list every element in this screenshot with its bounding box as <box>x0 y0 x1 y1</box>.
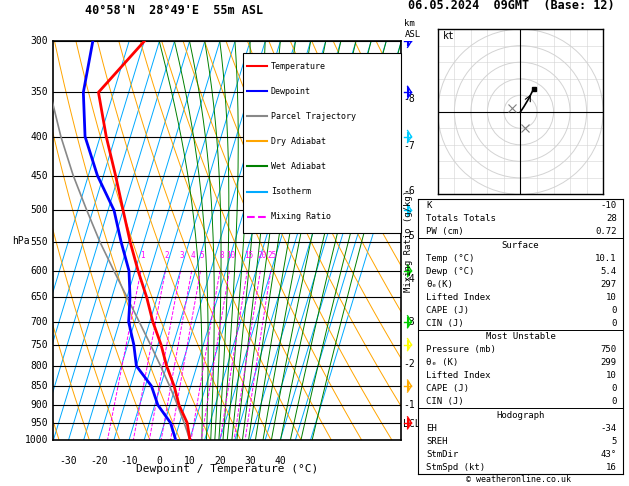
Text: 4: 4 <box>191 251 196 260</box>
Text: 16: 16 <box>606 463 616 472</box>
Text: 0.72: 0.72 <box>595 227 616 237</box>
Text: -20: -20 <box>90 456 108 466</box>
Text: kt: kt <box>443 31 455 41</box>
Text: 5: 5 <box>200 251 204 260</box>
Text: PW (cm): PW (cm) <box>426 227 464 237</box>
Text: 5.4: 5.4 <box>601 267 616 276</box>
Text: 400: 400 <box>31 132 48 141</box>
Text: -8: -8 <box>403 94 415 104</box>
Text: Temp (°C): Temp (°C) <box>426 254 475 262</box>
Text: 20: 20 <box>214 456 226 466</box>
Text: 500: 500 <box>31 206 48 215</box>
Text: θₑ(K): θₑ(K) <box>426 280 454 289</box>
Text: 850: 850 <box>31 381 48 391</box>
Text: StmDir: StmDir <box>426 450 459 459</box>
Text: Pressure (mb): Pressure (mb) <box>426 345 496 354</box>
Text: 297: 297 <box>601 280 616 289</box>
Text: -10: -10 <box>120 456 138 466</box>
Text: 10: 10 <box>184 456 196 466</box>
Text: 450: 450 <box>31 171 48 180</box>
Text: km
ASL: km ASL <box>404 19 421 39</box>
Text: LCL: LCL <box>403 418 421 429</box>
Text: Mixing Ratio: Mixing Ratio <box>271 212 331 221</box>
Text: Wet Adiabat: Wet Adiabat <box>271 162 326 171</box>
Text: Dry Adiabat: Dry Adiabat <box>271 137 326 146</box>
Text: 10.1: 10.1 <box>595 254 616 262</box>
Text: 3: 3 <box>180 251 184 260</box>
Text: Parcel Trajectory: Parcel Trajectory <box>271 112 356 121</box>
Text: 0: 0 <box>157 456 162 466</box>
Text: Most Unstable: Most Unstable <box>486 332 555 341</box>
Text: Isotherm: Isotherm <box>271 187 311 196</box>
Text: 900: 900 <box>31 400 48 410</box>
Bar <box>243 53 401 233</box>
Text: 950: 950 <box>31 418 48 428</box>
Text: 299: 299 <box>601 358 616 367</box>
Text: 10: 10 <box>606 293 616 302</box>
Text: 800: 800 <box>31 361 48 371</box>
Text: -10: -10 <box>601 201 616 210</box>
Text: 750: 750 <box>31 340 48 349</box>
Text: 15: 15 <box>244 251 253 260</box>
Text: 600: 600 <box>31 266 48 276</box>
Text: 350: 350 <box>31 87 48 97</box>
Text: -3: -3 <box>403 317 415 327</box>
Text: 40°58'N  28°49'E  55m ASL: 40°58'N 28°49'E 55m ASL <box>85 4 263 17</box>
Text: K: K <box>426 201 432 210</box>
Text: StmSpd (kt): StmSpd (kt) <box>426 463 486 472</box>
Text: Lifted Index: Lifted Index <box>426 371 491 380</box>
Text: Mixing Ratio (g/kg): Mixing Ratio (g/kg) <box>404 190 413 292</box>
Text: 43°: 43° <box>601 450 616 459</box>
Text: Hodograph: Hodograph <box>496 411 545 419</box>
Text: 8: 8 <box>219 251 224 260</box>
Text: -5: -5 <box>403 231 415 241</box>
Text: θₑ (K): θₑ (K) <box>426 358 459 367</box>
Text: CIN (J): CIN (J) <box>426 319 464 328</box>
Text: 0: 0 <box>611 306 616 315</box>
Text: 28: 28 <box>606 214 616 224</box>
Text: 5: 5 <box>611 436 616 446</box>
Text: -34: -34 <box>601 424 616 433</box>
Text: -30: -30 <box>60 456 77 466</box>
Text: -4: -4 <box>403 275 415 284</box>
Text: 2: 2 <box>165 251 169 260</box>
Text: 40: 40 <box>274 456 286 466</box>
Text: 650: 650 <box>31 292 48 302</box>
Text: © weatheronline.co.uk: © weatheronline.co.uk <box>467 474 571 484</box>
Text: hPa: hPa <box>13 236 30 245</box>
Text: -7: -7 <box>403 140 415 151</box>
Text: SREH: SREH <box>426 436 448 446</box>
Text: 700: 700 <box>31 317 48 327</box>
Text: Surface: Surface <box>502 241 539 249</box>
Text: Dewpoint: Dewpoint <box>271 87 311 96</box>
Text: 1: 1 <box>140 251 145 260</box>
Text: Dewpoint / Temperature (°C): Dewpoint / Temperature (°C) <box>136 464 318 474</box>
Text: -6: -6 <box>403 186 415 196</box>
Text: CIN (J): CIN (J) <box>426 398 464 406</box>
Text: 750: 750 <box>601 345 616 354</box>
Text: 10: 10 <box>606 371 616 380</box>
Text: Totals Totals: Totals Totals <box>426 214 496 224</box>
Text: 0: 0 <box>611 398 616 406</box>
Text: 30: 30 <box>244 456 256 466</box>
Text: CAPE (J): CAPE (J) <box>426 306 469 315</box>
Text: 0: 0 <box>611 319 616 328</box>
Text: 300: 300 <box>31 36 48 46</box>
Text: Dewp (°C): Dewp (°C) <box>426 267 475 276</box>
Text: 25: 25 <box>267 251 277 260</box>
Text: -1: -1 <box>403 399 415 410</box>
Text: EH: EH <box>426 424 437 433</box>
Text: Lifted Index: Lifted Index <box>426 293 491 302</box>
Text: -2: -2 <box>403 359 415 369</box>
Text: 06.05.2024  09GMT  (Base: 12): 06.05.2024 09GMT (Base: 12) <box>408 0 614 12</box>
Text: 20: 20 <box>257 251 266 260</box>
Text: CAPE (J): CAPE (J) <box>426 384 469 393</box>
Text: 10: 10 <box>226 251 235 260</box>
Text: 1000: 1000 <box>25 435 48 445</box>
Text: 0: 0 <box>611 384 616 393</box>
Text: Temperature: Temperature <box>271 62 326 70</box>
Text: 550: 550 <box>31 237 48 247</box>
